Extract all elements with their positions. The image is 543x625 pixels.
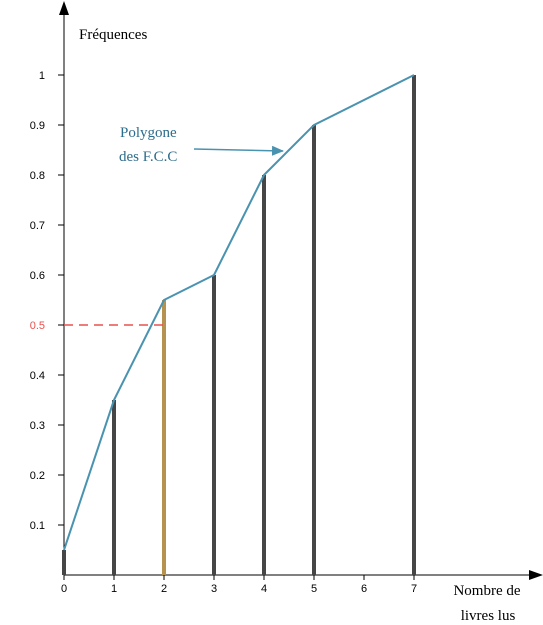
x-axis-title-line-1: Nombre de <box>453 583 520 599</box>
y-ticks: 0.1 0.2 0.3 0.4 0.5 0.6 0.7 0.8 0.9 1 <box>30 70 64 532</box>
y-tick-label: 0.5 <box>30 320 45 332</box>
annotation-arrow <box>193 145 284 156</box>
x-tick-label: 2 <box>161 583 167 595</box>
x-tick-label: 0 <box>61 583 67 595</box>
y-tick-label: 0.4 <box>30 370 45 382</box>
x-axis-title-line-2: livres lus <box>461 608 516 624</box>
y-tick-label: 0.7 <box>30 220 45 232</box>
polygon-fcc <box>63 74 415 551</box>
x-ticks: 0 1 2 3 4 5 6 7 <box>61 575 417 595</box>
x-tick-label: 1 <box>111 583 117 595</box>
y-tick-label: 0.2 <box>30 470 45 482</box>
labels: Fréquences Nombre de livres lus Polygone… <box>79 27 521 624</box>
annotation-line-2: des F.C.C <box>119 149 177 165</box>
x-tick-label: 3 <box>211 583 217 595</box>
axes <box>59 1 543 580</box>
x-axis-arrow <box>529 570 543 580</box>
y-tick-label: 0.9 <box>30 120 45 132</box>
x-tick-label: 7 <box>411 583 417 595</box>
y-axis-arrow <box>59 1 69 15</box>
annotation-line-1: Polygone <box>120 125 177 141</box>
x-tick-label: 6 <box>361 583 367 595</box>
y-tick-label: 0.6 <box>30 270 45 282</box>
polygon-line <box>63 74 415 551</box>
y-tick-label: 0.3 <box>30 420 45 432</box>
y-axis-title: Fréquences <box>79 27 147 43</box>
y-tick-label: 1 <box>39 70 45 82</box>
y-tick-label: 0.8 <box>30 170 45 182</box>
x-tick-label: 4 <box>261 583 267 595</box>
x-tick-label: 5 <box>311 583 317 595</box>
bars <box>62 75 416 575</box>
y-tick-label: 0.1 <box>30 520 45 532</box>
